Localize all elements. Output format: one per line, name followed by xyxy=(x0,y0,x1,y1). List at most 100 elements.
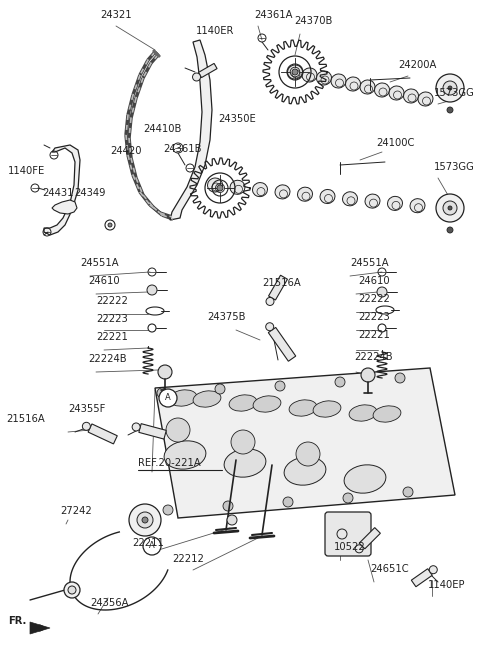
Ellipse shape xyxy=(169,390,197,406)
Text: FR.: FR. xyxy=(8,616,26,626)
Text: 24551A: 24551A xyxy=(350,258,389,268)
Text: 24610: 24610 xyxy=(88,276,120,286)
Text: 1573GG: 1573GG xyxy=(434,162,475,172)
Ellipse shape xyxy=(207,178,222,192)
Ellipse shape xyxy=(404,89,419,103)
Circle shape xyxy=(355,545,363,553)
Ellipse shape xyxy=(224,449,266,477)
Circle shape xyxy=(377,287,387,297)
Text: 1140EP: 1140EP xyxy=(428,580,466,590)
Ellipse shape xyxy=(346,77,360,91)
Text: 24651C: 24651C xyxy=(370,564,408,574)
Ellipse shape xyxy=(302,68,317,82)
Circle shape xyxy=(361,368,375,382)
Circle shape xyxy=(231,430,255,454)
Text: 22222: 22222 xyxy=(358,294,390,304)
Circle shape xyxy=(83,422,90,430)
Text: 22223: 22223 xyxy=(96,314,128,324)
Text: 22224B: 22224B xyxy=(354,352,393,362)
Polygon shape xyxy=(44,145,80,235)
Polygon shape xyxy=(359,527,380,549)
Polygon shape xyxy=(170,40,212,220)
Circle shape xyxy=(266,297,274,306)
Text: 24321: 24321 xyxy=(100,10,132,20)
Ellipse shape xyxy=(284,457,326,485)
Text: 24431: 24431 xyxy=(42,188,73,198)
Polygon shape xyxy=(199,64,217,77)
Circle shape xyxy=(395,373,405,383)
Circle shape xyxy=(227,515,237,525)
FancyBboxPatch shape xyxy=(325,512,371,556)
Circle shape xyxy=(266,323,274,331)
Circle shape xyxy=(137,512,153,528)
Ellipse shape xyxy=(320,190,335,203)
Ellipse shape xyxy=(374,83,389,97)
Ellipse shape xyxy=(349,405,377,421)
Circle shape xyxy=(429,565,437,574)
Ellipse shape xyxy=(360,80,375,94)
Text: A: A xyxy=(165,394,171,403)
Ellipse shape xyxy=(229,395,257,411)
Polygon shape xyxy=(52,200,77,214)
Circle shape xyxy=(283,497,293,507)
Text: 24200A: 24200A xyxy=(398,60,436,70)
Ellipse shape xyxy=(365,194,380,208)
Circle shape xyxy=(143,537,161,555)
Ellipse shape xyxy=(387,196,402,211)
Ellipse shape xyxy=(230,180,245,194)
Text: 22211: 22211 xyxy=(132,538,164,548)
Ellipse shape xyxy=(373,406,401,422)
Circle shape xyxy=(163,505,173,515)
Polygon shape xyxy=(139,424,166,439)
Polygon shape xyxy=(155,368,455,518)
Text: 24551A: 24551A xyxy=(80,258,119,268)
Ellipse shape xyxy=(193,391,221,407)
Circle shape xyxy=(343,493,353,503)
Ellipse shape xyxy=(164,441,206,469)
Text: 24361B: 24361B xyxy=(163,144,201,154)
Ellipse shape xyxy=(316,71,332,85)
Circle shape xyxy=(223,501,233,511)
Ellipse shape xyxy=(288,65,302,79)
Circle shape xyxy=(108,223,112,227)
Text: 22222: 22222 xyxy=(96,296,128,306)
Text: 27242: 27242 xyxy=(60,506,92,516)
Text: 24375B: 24375B xyxy=(207,312,245,322)
Ellipse shape xyxy=(343,192,358,206)
Ellipse shape xyxy=(418,92,433,106)
Polygon shape xyxy=(268,327,296,361)
Polygon shape xyxy=(268,276,288,300)
Text: 21516A: 21516A xyxy=(6,414,45,424)
Text: 22223: 22223 xyxy=(358,312,390,322)
Circle shape xyxy=(217,185,223,191)
Text: 10522: 10522 xyxy=(334,542,366,552)
Circle shape xyxy=(142,517,148,523)
Circle shape xyxy=(157,388,167,398)
Polygon shape xyxy=(30,622,50,634)
Circle shape xyxy=(447,227,453,233)
Text: 22221: 22221 xyxy=(96,332,128,342)
Text: 24420: 24420 xyxy=(110,146,142,156)
Circle shape xyxy=(192,73,201,81)
Text: 24355F: 24355F xyxy=(68,404,106,414)
Text: 22224B: 22224B xyxy=(88,354,127,364)
Text: 22221: 22221 xyxy=(358,330,390,340)
Circle shape xyxy=(64,582,80,598)
Text: 1140FE: 1140FE xyxy=(8,166,45,176)
Ellipse shape xyxy=(298,187,312,201)
Circle shape xyxy=(292,69,298,75)
Ellipse shape xyxy=(275,185,290,199)
Text: 24361A: 24361A xyxy=(254,10,292,20)
Circle shape xyxy=(159,389,177,407)
Ellipse shape xyxy=(331,74,346,88)
Text: A: A xyxy=(149,541,155,550)
Ellipse shape xyxy=(389,86,404,100)
Text: 1140ER: 1140ER xyxy=(196,26,234,36)
Ellipse shape xyxy=(253,396,281,412)
Text: 24350E: 24350E xyxy=(218,114,256,124)
Ellipse shape xyxy=(344,465,386,493)
Polygon shape xyxy=(88,424,117,444)
Text: REF.20-221A: REF.20-221A xyxy=(138,458,201,468)
Text: 24370B: 24370B xyxy=(294,16,332,26)
Polygon shape xyxy=(411,569,432,586)
